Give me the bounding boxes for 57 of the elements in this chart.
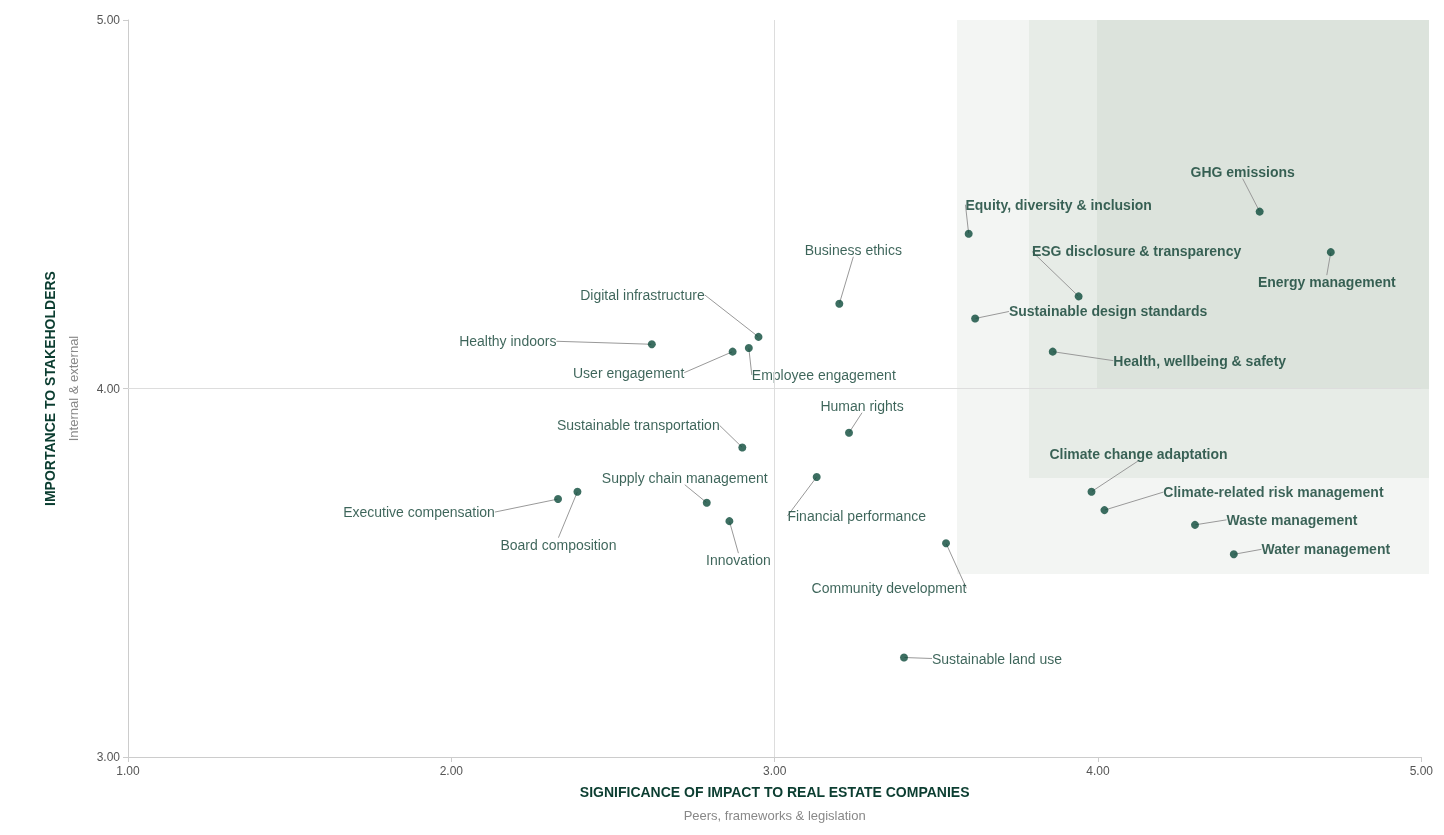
y-tick-label: 5.00 (96, 13, 121, 27)
annotation: Energy management (1257, 274, 1396, 291)
point (845, 428, 854, 437)
annotation: Climate-related risk management (1163, 484, 1384, 501)
annotation: Waste management (1226, 511, 1358, 528)
point (702, 498, 711, 507)
y-axis-title: IMPORTANCE TO STAKEHOLDERS Internal & external (42, 271, 81, 506)
y-tick-label: 3.00 (96, 750, 121, 764)
x-tick-label: 1.00 (116, 764, 140, 778)
point (1229, 550, 1238, 559)
point (812, 472, 821, 481)
x-tick-label: 3.00 (762, 764, 787, 778)
point (738, 443, 747, 452)
point (964, 229, 973, 238)
annotation: Equity, diversity & inclusion (965, 196, 1152, 213)
point (1087, 487, 1096, 496)
annotation: User engagement (572, 364, 685, 381)
point (1048, 347, 1057, 356)
annotation: Financial performance (787, 507, 927, 524)
x-tick-label: 2.00 (439, 764, 464, 778)
point (942, 539, 951, 548)
point (971, 314, 980, 323)
point (1074, 292, 1083, 301)
point (647, 340, 656, 349)
point (1255, 207, 1264, 216)
point (1191, 520, 1199, 529)
annotation: GHG emissions (1190, 163, 1295, 180)
point (554, 495, 563, 504)
annotation: Water management (1261, 541, 1391, 558)
annotation: Innovation (706, 552, 771, 569)
point (725, 517, 734, 526)
point (744, 343, 753, 352)
point (728, 347, 737, 356)
x-axis-title: SIGNIFICANCE OF IMPACT TO REAL ESTATE COMPANIES Peers, frameworks & legislation (579, 784, 970, 823)
point (1326, 248, 1335, 257)
annotation: Community development (811, 580, 967, 597)
annotation: Digital infrastructure (580, 286, 705, 303)
x-tick-label: 4.00 (1086, 764, 1110, 778)
annotation: Executive compensation (343, 504, 495, 521)
point (900, 653, 908, 662)
point (754, 332, 763, 341)
point (835, 299, 844, 308)
annotation: Healthy indoors (459, 333, 557, 350)
annotation: Business ethics (804, 241, 902, 258)
annotation: Health, wellbeing & safety (1113, 352, 1287, 369)
point (1100, 506, 1109, 515)
annotation: Human rights (820, 397, 904, 414)
x-tick-label: 5.00 (1409, 764, 1434, 778)
annotation: Sustainable land use (931, 650, 1063, 667)
annotation: Sustainable transportation (556, 417, 720, 434)
annotation: Board composition (500, 536, 617, 553)
point (573, 487, 582, 496)
y-tick-label: 4.00 (96, 381, 121, 396)
annotation: Supply chain management (601, 469, 768, 486)
annotation: ESG disclosure & transparency (1031, 243, 1242, 260)
annotation: Sustainable design standards (1008, 303, 1208, 320)
annotation: Climate change adaptation (1049, 445, 1228, 462)
